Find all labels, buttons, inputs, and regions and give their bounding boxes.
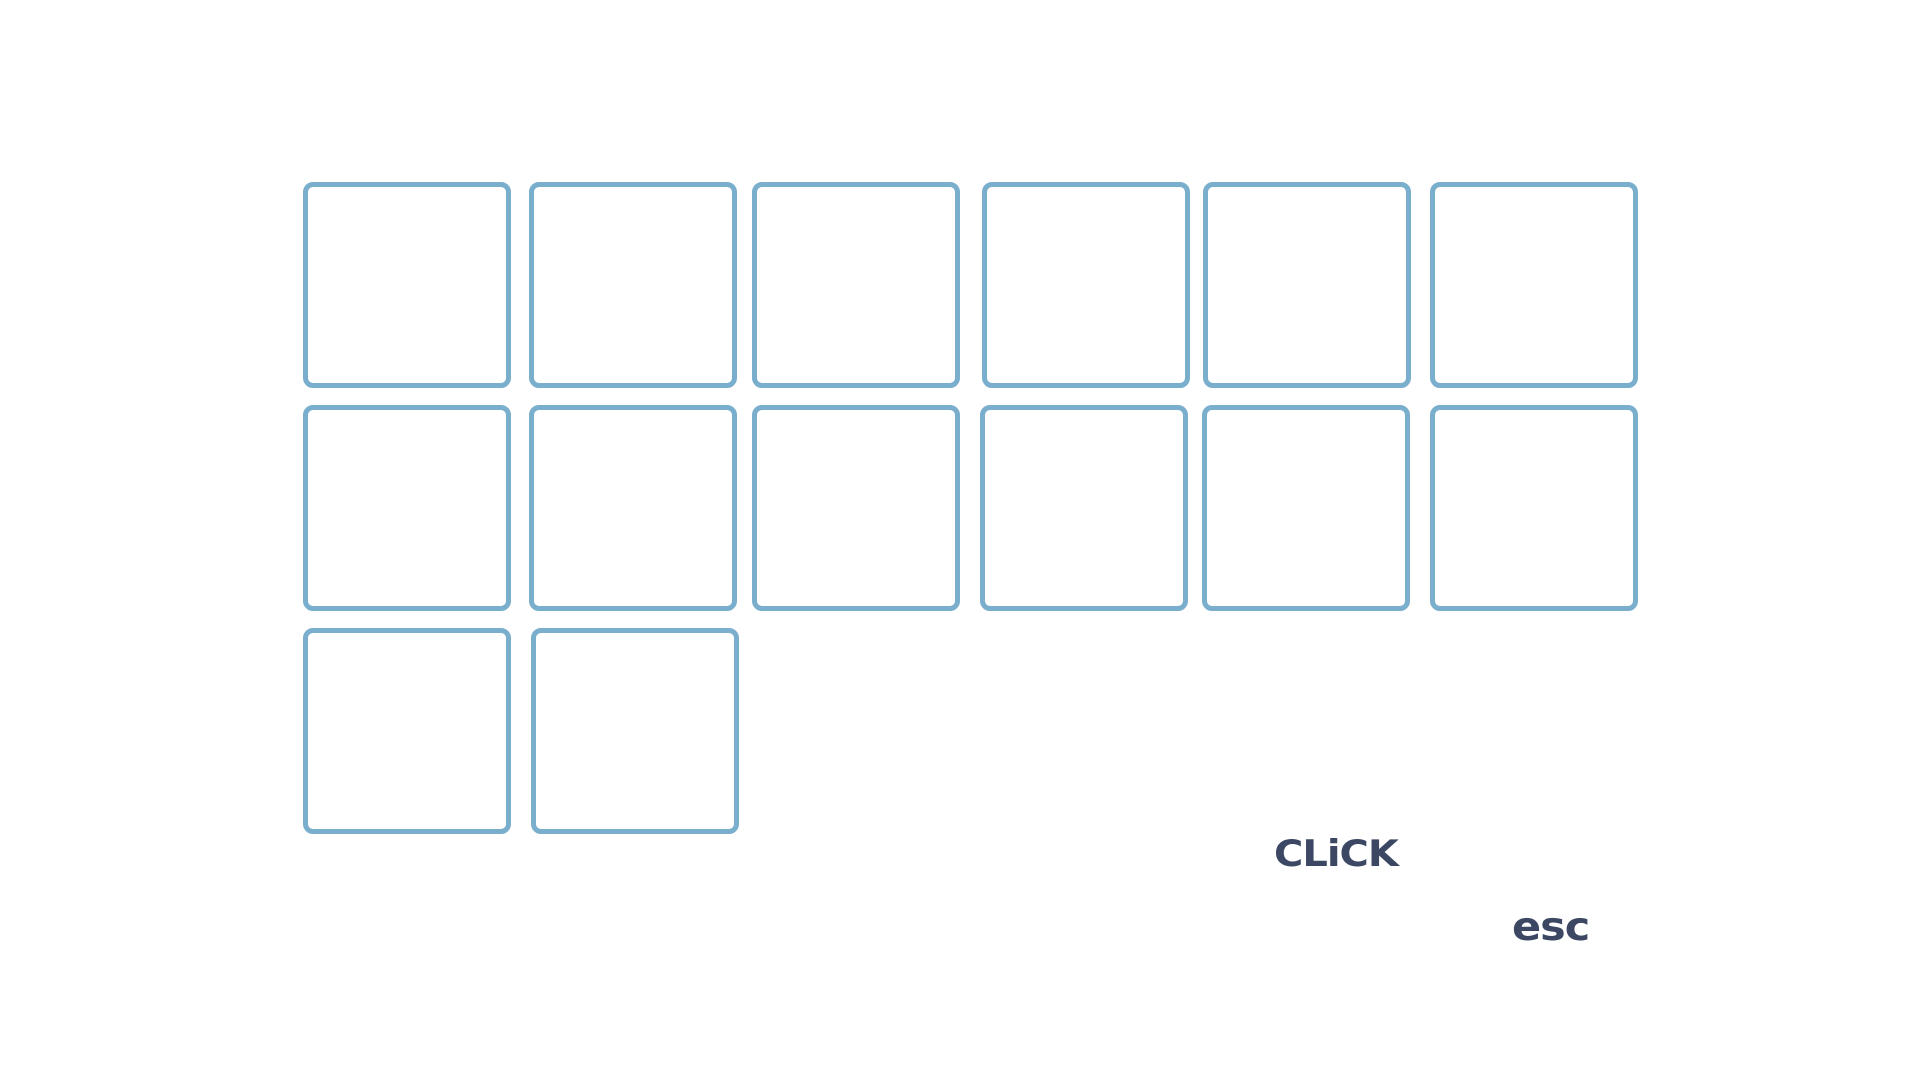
empty-slot[interactable] xyxy=(1430,405,1638,611)
empty-slot[interactable] xyxy=(980,405,1188,611)
esc-button[interactable]: esc xyxy=(1512,904,1590,951)
empty-slot[interactable] xyxy=(1202,405,1410,611)
empty-slot[interactable] xyxy=(752,405,960,611)
empty-slot[interactable] xyxy=(529,405,737,611)
empty-slot[interactable] xyxy=(303,405,511,611)
empty-slot[interactable] xyxy=(303,182,511,388)
empty-slot[interactable] xyxy=(982,182,1190,388)
empty-slot[interactable] xyxy=(303,628,511,834)
empty-slot[interactable] xyxy=(1203,182,1411,388)
empty-slot[interactable] xyxy=(529,182,737,388)
empty-slot[interactable] xyxy=(752,182,960,388)
empty-slot[interactable] xyxy=(531,628,739,834)
empty-slot[interactable] xyxy=(1430,182,1638,388)
click-hint: CLiCK xyxy=(1274,832,1399,876)
